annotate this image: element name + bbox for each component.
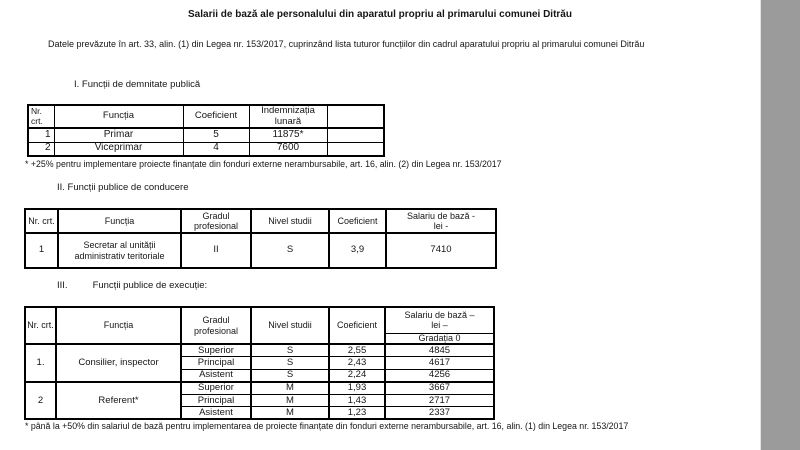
cell-salariu: 2717 [384,393,495,407]
cell-coeficient: 3,9 [328,232,387,269]
cell-grad: Asistent [180,406,252,420]
table2-header-row: Nr. crt. Funcția Gradul profesional Nive… [24,208,497,234]
cell-functia: Secretar al unității administrativ terit… [57,232,182,269]
cell-nr: 1. [24,343,57,382]
cell-salariu: 7410 [385,232,497,269]
footnote-plus25: * +25% pentru implementare proiecte fina… [25,159,502,169]
table1-header-coeficient: Coeficient [182,104,250,129]
cell-coeficient: 5 [182,127,250,143]
cell-nivel: S [250,368,330,382]
table3-header-nivel: Nivel studii [250,306,330,345]
footnote-plus50: * până la +50% din salariul de bază pent… [25,421,629,431]
cell-functia: Referent* [55,380,182,420]
cell-salariu: 2337 [384,406,495,420]
table1-header-nr: Nr. crt. [27,104,55,129]
cell-nr: 1 [27,127,55,143]
cell-indemnizatia: 7600 [248,141,328,157]
table3-row: 2 Referent* Superior M 1,93 3667 [24,380,495,420]
cell-coeficient: 2,43 [328,356,386,370]
table3-header-grad: Gradul profesional [180,306,252,345]
cell-coeficient: 1,23 [328,406,386,420]
table2-header-coeficient: Coeficient [328,208,387,234]
table3-header-salariu: Salariu de bază – lei – [384,306,495,334]
cell-nr: 2 [24,380,57,420]
cell-functia: Consilier, inspector [55,343,182,382]
table3-header-functia: Funcția [55,306,182,345]
table3-header-gradatia: Gradația 0 [384,332,495,345]
section2-heading: II. Funcții publice de conducere [57,182,189,193]
cell-coeficient: 2,24 [328,368,386,382]
cell-grad: Superior [180,343,252,357]
section3-number: III. [57,280,68,291]
cell-salariu: 3667 [384,380,495,395]
table-functii-publice-executie: Nr. crt. Funcția Gradul profesional Nive… [24,306,495,420]
cell-salariu: 4256 [384,368,495,382]
cell-nivel: S [250,356,330,370]
cell-nivel: S [250,343,330,357]
table1-row-primar: 1 Primar 5 11875* [27,127,385,143]
table3-header-coeficient: Coeficient [328,306,386,345]
cell-grad: Principal [180,356,252,370]
table3-header-subrow: Gradația 0 [25,332,495,345]
cell-empty [326,127,385,143]
table1-header-empty [326,104,385,129]
table3-row: 1. Consilier, inspector Superior S 2,55 … [24,343,495,382]
cell-salariu: 4845 [384,343,495,357]
cell-nivel: M [250,393,330,407]
table2-header-functia: Funcția [57,208,182,234]
cell-nivel: S [250,232,330,269]
section3-heading: III. Funcții publice de execuție: [57,280,207,291]
cell-empty [326,141,385,157]
table1-header-functia: Funcția [53,104,184,129]
cell-nr: 1 [24,232,59,269]
table2-header-grad: Gradul profesional [180,208,252,234]
section3-title: Funcții publice de execuție: [92,280,208,291]
table3-row: Principal S 2,43 4617 [25,356,495,370]
table1-row-viceprimar: 2 Viceprimar 4 7600 [27,141,385,157]
cell-grad: II [180,232,252,269]
cell-functia: Viceprimar [53,141,184,157]
cell-grad: Superior [180,380,252,395]
table3-row: Asistent M 1,23 2337 [25,406,495,420]
page-title: Salarii de bază ale personalului din apa… [188,9,572,20]
intro-paragraph: Datele prevăzute în art. 33, alin. (1) d… [48,39,645,49]
cell-coeficient: 1,43 [328,393,386,407]
scan-gray-margin [760,0,800,450]
cell-nivel: M [250,406,330,420]
cell-indemnizatia: 11875* [248,127,328,143]
table2-row-secretar: 1 Secretar al unității administrativ ter… [24,232,497,269]
table2-header-salariu: Salariu de bază - lei - [385,208,497,234]
cell-coeficient: 1,93 [328,380,386,395]
cell-nr: 2 [27,141,55,157]
cell-nivel: M [250,380,330,395]
section1-heading: I. Funcții de demnitate publică [74,79,201,90]
table-functii-publice-conducere: Nr. crt. Funcția Gradul profesional Nive… [24,208,497,269]
cell-coeficient: 2,55 [328,343,386,357]
table2-header-nr: Nr. crt. [24,208,59,234]
table3-header-row: Nr. crt. Funcția Gradul profesional Nive… [24,306,495,345]
cell-functia: Primar [53,127,184,143]
cell-grad: Asistent [180,368,252,382]
table1-header-indemnizatia: Indemnizația lunară [248,104,328,129]
cell-grad: Principal [180,393,252,407]
table2-header-nivel: Nivel studii [250,208,330,234]
table3-header-nr: Nr. crt. [24,306,57,345]
table-functii-demnitate-publica: Nr. crt. Funcția Coeficient Indemnizația… [27,104,385,157]
cell-coeficient: 4 [182,141,250,157]
table1-header-row: Nr. crt. Funcția Coeficient Indemnizația… [27,104,385,129]
cell-salariu: 4617 [384,356,495,370]
